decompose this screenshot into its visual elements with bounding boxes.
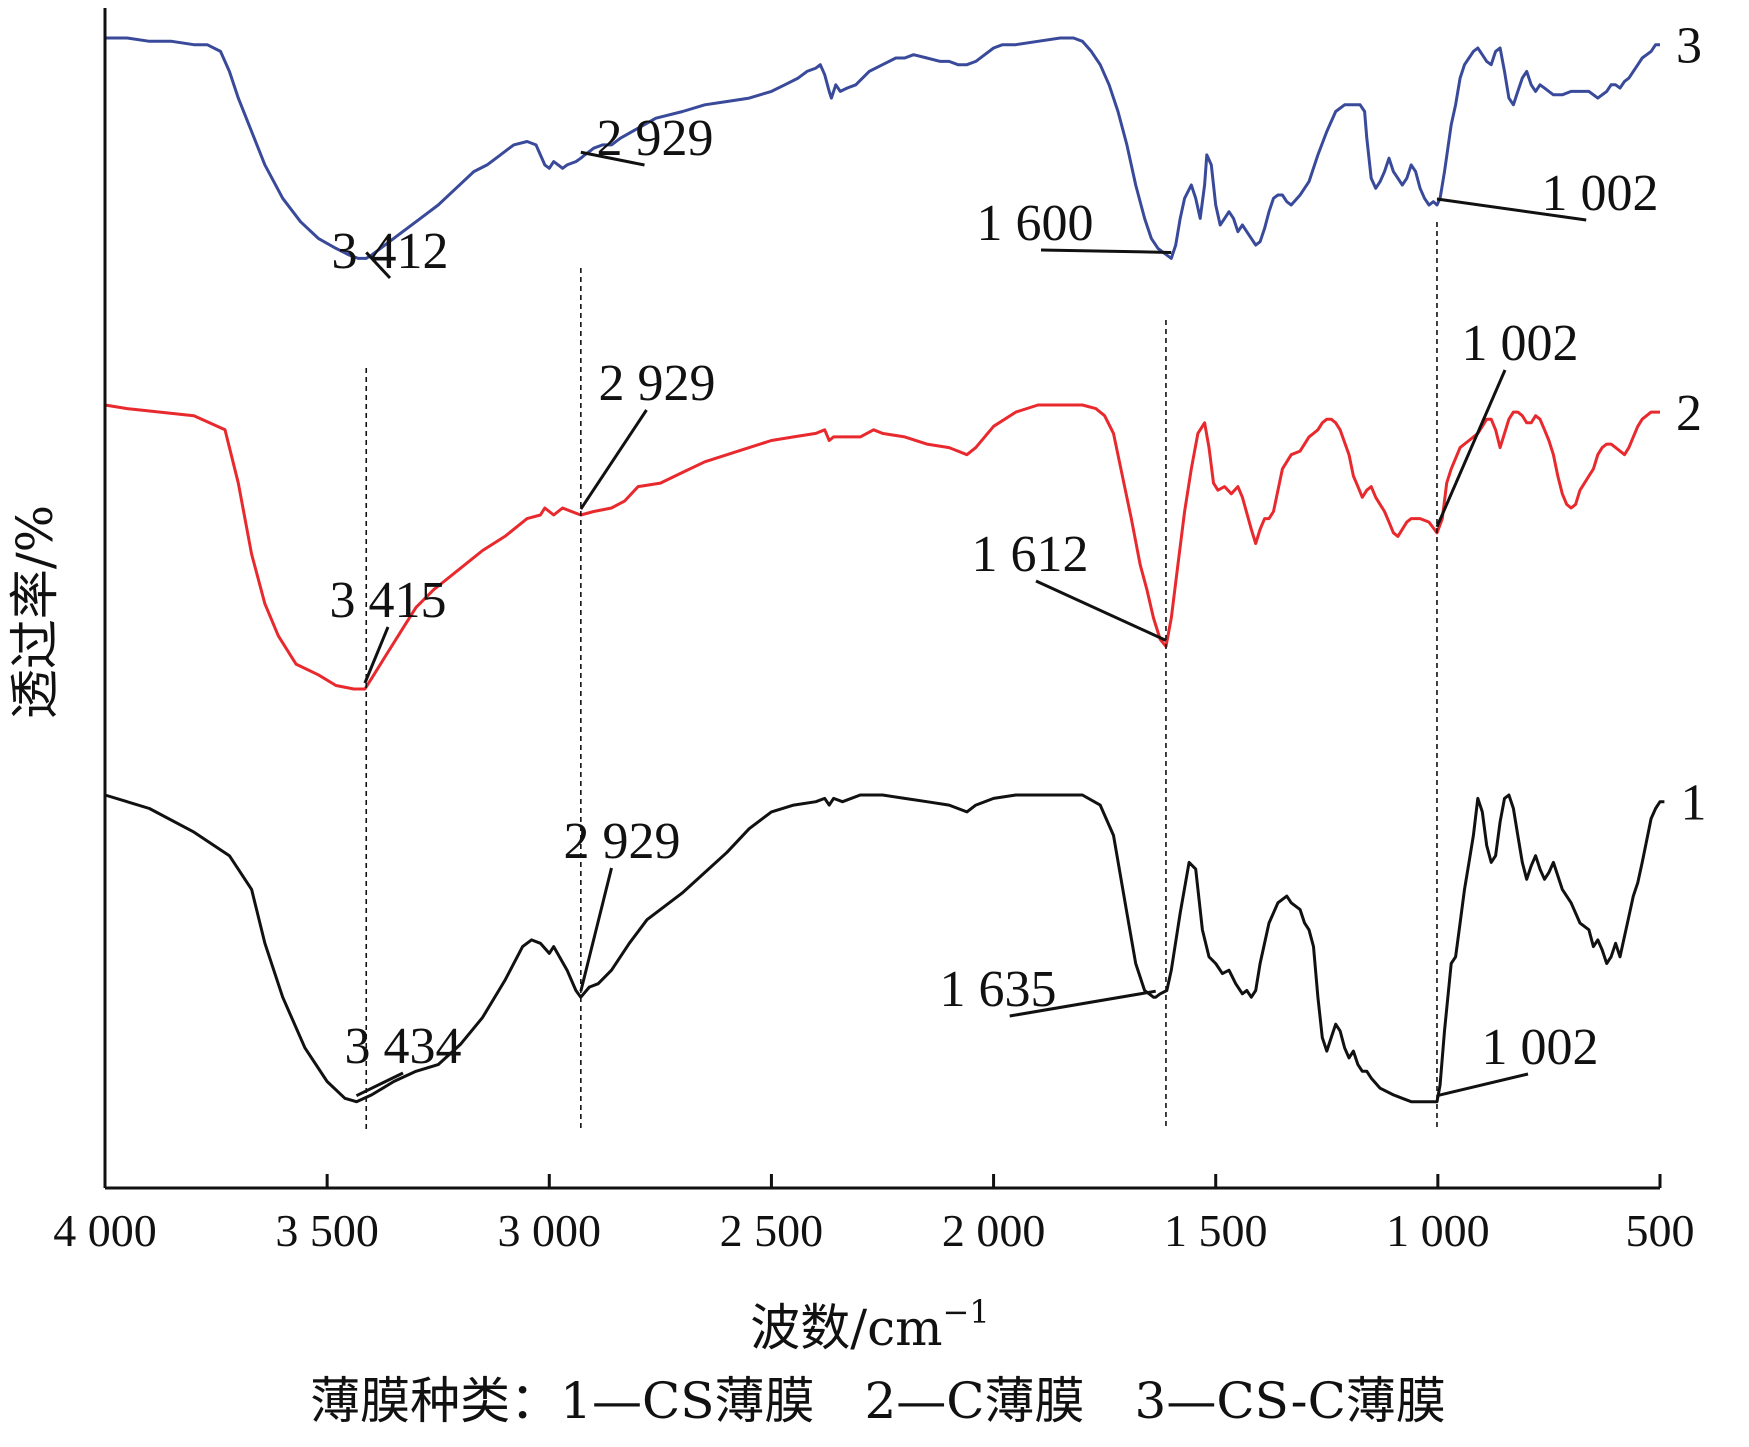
y-axis-title: 透过率/% bbox=[6, 505, 64, 719]
series-label-3: 3 bbox=[1676, 18, 1702, 75]
peak-leader-line bbox=[1435, 369, 1507, 528]
series-line-2 bbox=[104, 403, 1660, 691]
x-axis-title-superscript: −1 bbox=[943, 1293, 990, 1331]
x-tick-label: 500 bbox=[1626, 1205, 1695, 1256]
peak-label: 1 612 bbox=[972, 526, 1089, 583]
x-tick-label: 2 000 bbox=[942, 1205, 1046, 1256]
peak-annotations: 3 412 2 929 1 600 1 002 3 415 2 929 1 612 1 002… bbox=[330, 110, 1659, 1098]
peak-leader-line bbox=[579, 867, 613, 992]
peak-leader-line bbox=[1436, 1072, 1529, 1098]
legend-caption: 薄膜种类：1—CS薄膜 2—C薄膜 3—CS-C薄膜 bbox=[310, 1372, 1446, 1430]
peak-label: 3 415 bbox=[330, 572, 447, 629]
peak-leader-line bbox=[355, 1071, 404, 1098]
peak-leader-line bbox=[363, 626, 390, 684]
peak-leader-line bbox=[1040, 248, 1172, 254]
peak-label: 1 002 bbox=[1462, 315, 1579, 372]
x-tick-label: 1 000 bbox=[1386, 1205, 1490, 1256]
peak-leader-line bbox=[1035, 579, 1167, 642]
x-axis-title: 波数/cm−1 bbox=[750, 1293, 989, 1357]
series-line-3 bbox=[105, 36, 1660, 260]
peak-leader-line bbox=[1436, 197, 1587, 222]
x-tick-label: 2 500 bbox=[720, 1205, 824, 1256]
peak-leader-line bbox=[579, 409, 648, 510]
peak-label: 1 635 bbox=[940, 961, 1057, 1018]
series-line-1 bbox=[104, 793, 1665, 1104]
peak-label: 2 929 bbox=[597, 110, 714, 167]
plot-area: 1 2 3 bbox=[104, 18, 1706, 1104]
peak-leader-line bbox=[365, 251, 392, 280]
series-label-2: 2 bbox=[1676, 385, 1702, 442]
peak-label: 3 434 bbox=[345, 1018, 462, 1075]
x-tick-label: 3 500 bbox=[275, 1205, 379, 1256]
peak-label: 1 600 bbox=[977, 195, 1094, 252]
peak-label: 2 929 bbox=[599, 355, 716, 412]
peak-label: 2 929 bbox=[564, 813, 681, 870]
peak-leader-line bbox=[580, 150, 645, 167]
peak-leader-line bbox=[1009, 989, 1156, 1018]
x-tick-label: 4 000 bbox=[53, 1205, 157, 1256]
peak-label: 1 002 bbox=[1482, 1019, 1599, 1076]
x-tick-label: 3 000 bbox=[498, 1205, 602, 1256]
peak-label: 1 002 bbox=[1542, 165, 1659, 222]
series-label-1: 1 bbox=[1680, 775, 1706, 832]
peak-label: 3 412 bbox=[332, 223, 449, 280]
axes: 4 000 3 500 3 000 2 500 2 000 1 500 1 000 500 bbox=[53, 8, 1695, 1256]
x-tick-label: 1 500 bbox=[1164, 1205, 1268, 1256]
